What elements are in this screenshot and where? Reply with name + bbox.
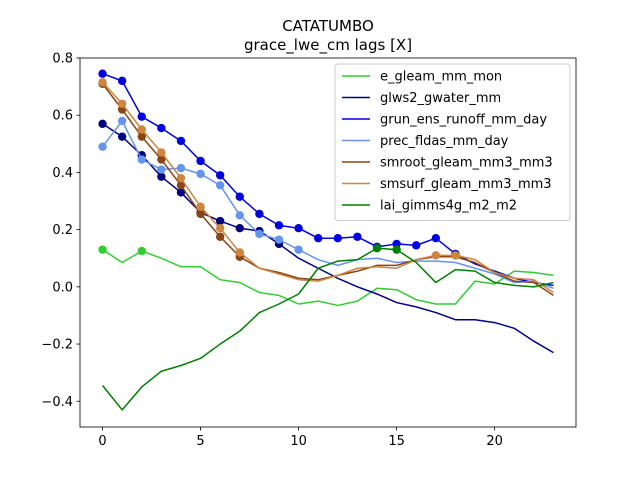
series-point-grun_ens_runoff_mm_day [274, 221, 284, 230]
y-tick-label: 0.6 [52, 109, 73, 124]
series-point-smsurf_gleam_mm3_mm3 [98, 78, 107, 87]
series-line-lai_gimms4g_m2_m2 [101, 247, 554, 411]
series-point-prec_fldas_mm_day [274, 235, 284, 244]
series-point-grun_ens_runoff_mm_day [215, 171, 225, 180]
x-tick-label: 0 [98, 434, 106, 449]
series-point-prec_fldas_mm_day [255, 229, 264, 239]
legend-label-glws2_gwater_mm: glws2_gwater_mm [380, 91, 501, 106]
series-point-grun_ens_runoff_mm_day [196, 156, 205, 166]
legend-label-prec_fldas_mm_day: prec_fldas_mm_day [380, 134, 509, 149]
y-tick-label: −0.2 [41, 338, 73, 353]
series-point-prec_fldas_mm_day [235, 211, 244, 220]
series-point-e_gleam_mm_mon [98, 245, 107, 254]
series-point-smroot_gleam_mm3_mm3 [215, 232, 225, 241]
series-point-smroot_gleam_mm3_mm3 [137, 132, 146, 141]
plot-area [98, 69, 554, 411]
series-point-grun_ens_runoff_mm_day [176, 136, 186, 146]
y-tick-label: 0.2 [52, 223, 73, 238]
series-point-glws2_gwater_mm [157, 172, 166, 181]
series-point-grun_ens_runoff_mm_day [431, 234, 441, 243]
series-point-grun_ens_runoff_mm_day [157, 123, 166, 133]
series-point-glws2_gwater_mm [235, 224, 244, 233]
series-point-smroot_gleam_mm3_mm3 [157, 155, 166, 164]
series-point-smroot_gleam_mm3_mm3 [196, 209, 205, 219]
x-tick-label: 5 [196, 434, 204, 449]
series-point-prec_fldas_mm_day [176, 163, 186, 173]
series-point-lai_gimms4g_m2_m2 [372, 244, 382, 253]
series-point-smsurf_gleam_mm3_mm3 [431, 251, 441, 260]
chart-title: CATATUMBO [282, 17, 374, 35]
series-point-grun_ens_runoff_mm_day [98, 69, 107, 78]
series-point-smsurf_gleam_mm3_mm3 [235, 248, 244, 257]
series-point-grun_ens_runoff_mm_day [294, 224, 303, 233]
y-tick-label: 0.8 [52, 52, 73, 67]
series-point-prec_fldas_mm_day [196, 169, 205, 179]
series-point-glws2_gwater_mm [215, 216, 225, 226]
axes: 0 5 10 15 20 −0.4 −0.2 0.0 0.2 0.4 0.6 0.8 [41, 52, 577, 449]
chart-subtitle: grace_lwe_cm lags [X] [244, 36, 412, 55]
series-point-smsurf_gleam_mm3_mm3 [196, 202, 205, 211]
legend-label-smsurf_gleam_mm3_mm3: smsurf_gleam_mm3_mm3 [380, 177, 552, 192]
legend-label-lai_gimms4g_m2_m2: lai_gimms4g_m2_m2 [380, 199, 517, 214]
series-point-grun_ens_runoff_mm_day [314, 234, 323, 243]
series-line-e_gleam_mm_mon [102, 249, 554, 307]
series-point-grun_ens_runoff_mm_day [353, 232, 362, 241]
series-point-smroot_gleam_mm3_mm3 [176, 181, 186, 190]
series-point-glws2_gwater_mm [98, 119, 107, 128]
series-point-prec_fldas_mm_day [215, 181, 225, 190]
x-tick-label: 10 [290, 434, 307, 449]
series-point-e_gleam_mm_mon [137, 246, 146, 256]
legend-label-smroot_gleam_mm3_mm3: smroot_gleam_mm3_mm3 [380, 156, 553, 171]
x-tick-label: 15 [388, 434, 405, 449]
series-point-prec_fldas_mm_day [137, 155, 146, 164]
legend-label-grun_ens_runoff_mm_day: grun_ens_runoff_mm_day [380, 113, 547, 128]
series-point-grun_ens_runoff_mm_day [255, 209, 264, 219]
series-point-grun_ens_runoff_mm_day [333, 234, 342, 243]
series-point-prec_fldas_mm_day [294, 245, 303, 254]
series-line-smsurf_gleam_mm3_mm3 [101, 81, 554, 294]
legend: e_gleam_mm_mon glws2_gwater_mm grun_ens_ru… [334, 63, 571, 221]
series-point-smsurf_gleam_mm3_mm3 [451, 251, 460, 260]
series-point-smsurf_gleam_mm3_mm3 [157, 148, 166, 157]
series-point-smsurf_gleam_mm3_mm3 [137, 125, 146, 134]
series-point-glws2_gwater_mm [176, 188, 186, 197]
series-point-smsurf_gleam_mm3_mm3 [215, 224, 225, 233]
series-point-grun_ens_runoff_mm_day [412, 241, 421, 250]
x-tick-label: 20 [486, 434, 503, 449]
series-point-prec_fldas_mm_day [157, 165, 166, 174]
y-tick-label: 0.0 [52, 280, 73, 295]
legend-label-e_gleam_mm_mon: e_gleam_mm_mon [380, 70, 502, 85]
series-point-grun_ens_runoff_mm_day [117, 76, 127, 86]
series-point-lai_gimms4g_m2_m2 [392, 245, 401, 254]
legend-box [334, 63, 571, 221]
series-point-smsurf_gleam_mm3_mm3 [176, 173, 186, 183]
series-point-prec_fldas_mm_day [117, 116, 127, 126]
axes-frame [79, 57, 577, 428]
series-point-grun_ens_runoff_mm_day [235, 192, 244, 201]
series-point-glws2_gwater_mm [117, 132, 127, 141]
y-tick-label: 0.4 [52, 166, 73, 181]
series-point-smsurf_gleam_mm3_mm3 [117, 99, 127, 108]
series-point-prec_fldas_mm_day [98, 142, 107, 151]
y-tick-label: −0.4 [41, 395, 73, 410]
series-point-grun_ens_runoff_mm_day [137, 112, 146, 121]
